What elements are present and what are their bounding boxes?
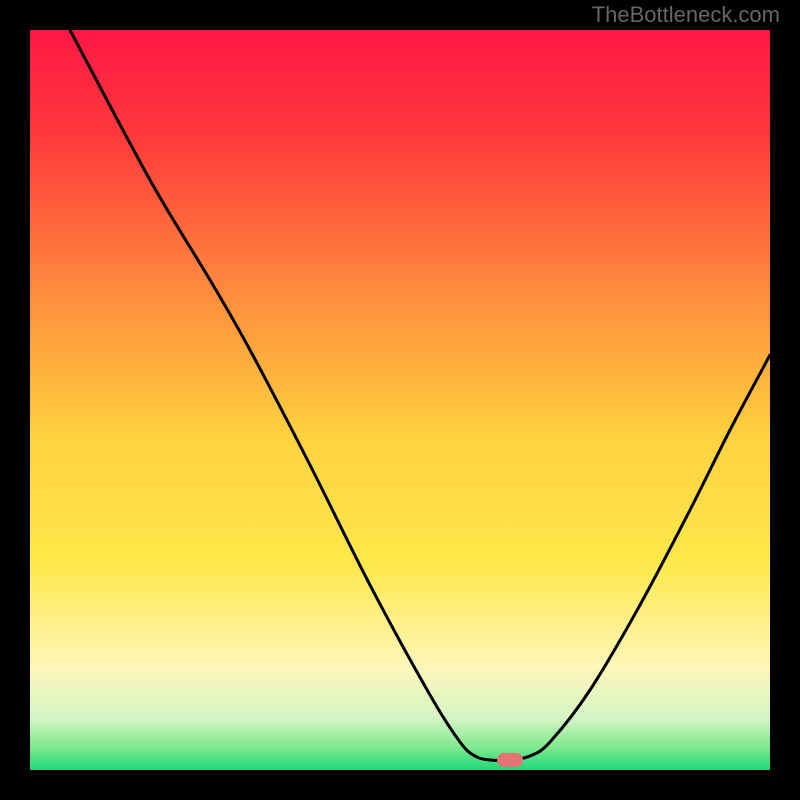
- optimal-point-marker: [497, 753, 523, 767]
- plot-area: [30, 30, 770, 770]
- frame-right: [770, 0, 800, 800]
- bottleneck-curve: [30, 30, 770, 770]
- frame-bottom: [0, 770, 800, 800]
- site-watermark: TheBottleneck.com: [592, 2, 780, 28]
- frame-left: [0, 0, 30, 800]
